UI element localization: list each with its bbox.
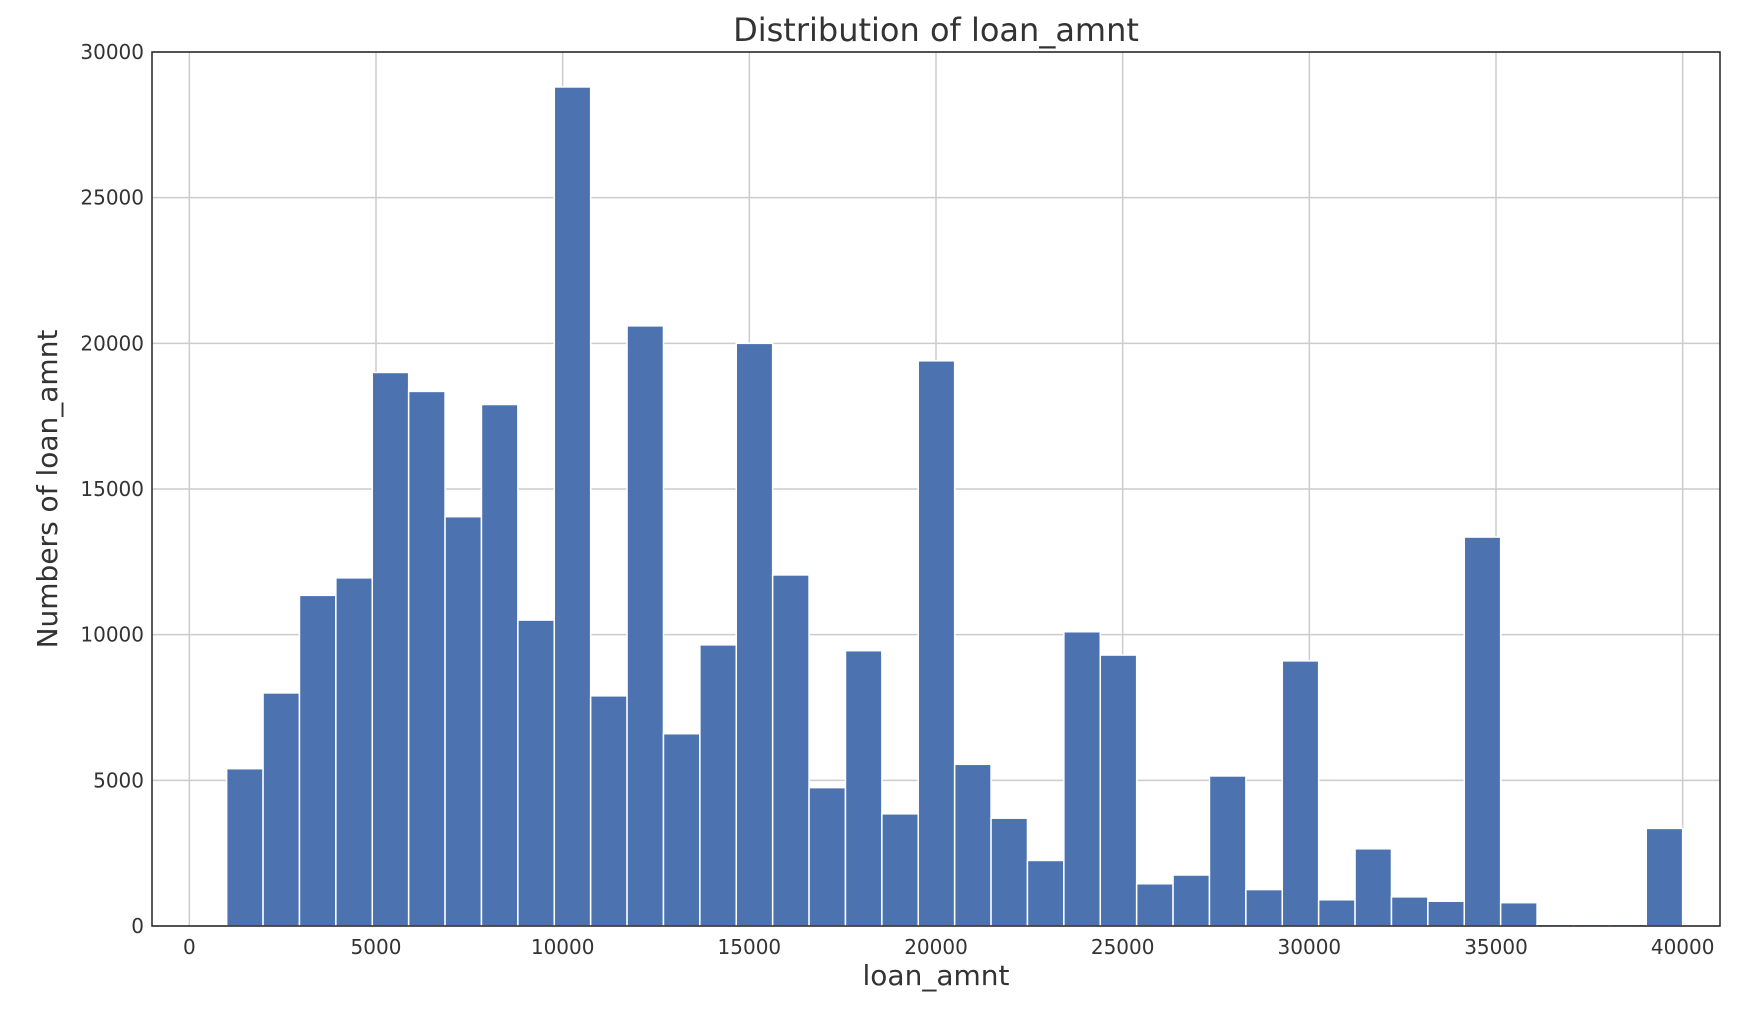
- y-tick-label-3: 15000: [80, 477, 144, 501]
- histogram-bar-34: [1463, 536, 1502, 927]
- x-tick-label-5: 25000: [1091, 935, 1155, 959]
- y-axis-label: Numbers of loan_amnt: [31, 330, 64, 649]
- x-tick-label-1: 5000: [351, 935, 402, 959]
- histogram-bar-1: [262, 692, 301, 927]
- histogram-bar-35: [1499, 901, 1538, 927]
- histogram-bar-3: [335, 577, 374, 927]
- histogram-bar-27: [1208, 775, 1247, 927]
- histogram-bar-2: [298, 594, 337, 927]
- x-tick-label-8: 40000: [1651, 935, 1715, 959]
- histogram-bar-31: [1354, 848, 1393, 927]
- y-tick-label-0: 0: [131, 914, 144, 938]
- histogram-bars: [225, 86, 1684, 927]
- histogram-bar-30: [1317, 899, 1356, 927]
- y-tick-label-6: 30000: [80, 40, 144, 64]
- histogram-bar-16: [808, 786, 847, 927]
- x-tick-label-6: 30000: [1278, 935, 1342, 959]
- y-axis-ticks: 0 5000 10000 15000 20000 25000 30000: [80, 40, 144, 938]
- chart-title: Distribution of loan_amnt: [733, 11, 1139, 49]
- histogram-bar-14: [735, 342, 774, 927]
- histogram-bar-32: [1390, 896, 1429, 927]
- x-tick-label-2: 10000: [531, 935, 595, 959]
- histogram-bar-7: [480, 403, 519, 927]
- y-tick-label-4: 20000: [80, 331, 144, 355]
- histogram-bar-20: [953, 763, 992, 927]
- x-axis-ticks: 0 5000 10000 15000 20000 25000 30000 35000 40000: [183, 935, 1715, 959]
- histogram-bar-13: [699, 644, 738, 927]
- histogram-bar-11: [626, 325, 665, 927]
- x-axis-label: loan_amnt: [863, 959, 1010, 992]
- histogram-bar-10: [589, 695, 628, 927]
- x-tick-label-0: 0: [183, 935, 196, 959]
- histogram-bar-8: [517, 619, 556, 927]
- histogram-bar-0: [225, 767, 264, 927]
- histogram-bar-5: [407, 390, 446, 927]
- histogram-bar-26: [1172, 874, 1211, 927]
- y-tick-label-5: 25000: [80, 186, 144, 210]
- histogram-bar-19: [917, 360, 956, 927]
- histogram-bar-25: [1135, 883, 1174, 927]
- histogram-bar-21: [990, 817, 1029, 927]
- histogram-bar-24: [1099, 654, 1138, 927]
- histogram-bar-15: [771, 574, 810, 927]
- y-tick-label-1: 5000: [93, 768, 144, 792]
- x-tick-label-3: 15000: [718, 935, 782, 959]
- histogram-bar-28: [1245, 888, 1284, 927]
- histogram-bar-23: [1063, 631, 1102, 927]
- histogram-bar-9: [553, 86, 592, 927]
- histogram-bar-18: [881, 813, 920, 927]
- y-tick-label-2: 10000: [80, 623, 144, 647]
- histogram-bar-29: [1281, 660, 1320, 927]
- x-tick-label-4: 20000: [904, 935, 968, 959]
- histogram-bar-17: [844, 649, 883, 927]
- histogram-bar-4: [371, 371, 410, 927]
- histogram-bar-12: [662, 732, 701, 927]
- histogram-bar-6: [444, 515, 483, 927]
- histogram-bar-22: [1026, 859, 1065, 927]
- x-tick-label-7: 35000: [1464, 935, 1528, 959]
- histogram-bar-39: [1645, 827, 1684, 927]
- plot-frame: [151, 51, 1721, 927]
- histogram-bar-33: [1427, 900, 1466, 927]
